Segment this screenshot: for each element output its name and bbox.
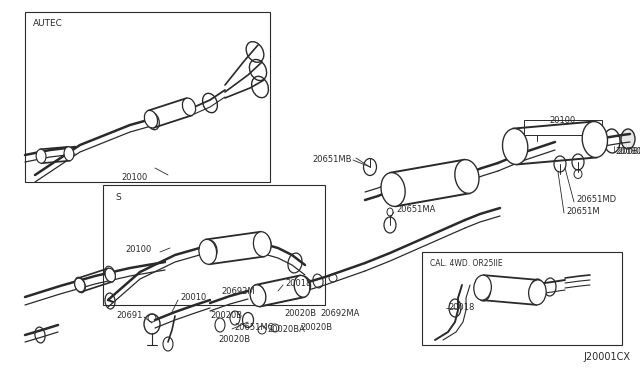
- Ellipse shape: [145, 110, 157, 128]
- Ellipse shape: [455, 160, 479, 193]
- Text: S: S: [115, 192, 121, 202]
- Ellipse shape: [502, 128, 528, 164]
- Ellipse shape: [529, 280, 546, 305]
- Text: 20100: 20100: [125, 246, 152, 254]
- Ellipse shape: [253, 232, 271, 257]
- Text: 20020BA: 20020BA: [267, 326, 305, 334]
- Text: 20692MA: 20692MA: [320, 310, 360, 318]
- Text: 20651MB: 20651MB: [312, 155, 352, 164]
- Text: 20020B: 20020B: [300, 323, 332, 331]
- Text: 20100: 20100: [122, 173, 148, 183]
- Text: 20020B: 20020B: [284, 308, 316, 317]
- Text: 20692M: 20692M: [221, 288, 255, 296]
- Text: CAL. 4WD. OR25IIE: CAL. 4WD. OR25IIE: [430, 260, 502, 269]
- Text: 20651MC: 20651MC: [234, 324, 273, 333]
- Ellipse shape: [250, 285, 266, 307]
- Ellipse shape: [381, 173, 405, 206]
- Text: 20651MD: 20651MD: [576, 196, 616, 205]
- Ellipse shape: [105, 268, 115, 282]
- Ellipse shape: [182, 98, 196, 116]
- Ellipse shape: [621, 129, 635, 149]
- Text: 20080M: 20080M: [617, 148, 640, 157]
- Ellipse shape: [75, 278, 85, 292]
- Text: 20100: 20100: [550, 116, 576, 125]
- Text: 20691: 20691: [116, 311, 143, 321]
- Ellipse shape: [294, 275, 310, 297]
- Ellipse shape: [36, 149, 46, 163]
- Text: 20651M: 20651M: [566, 208, 600, 217]
- Text: 20010: 20010: [180, 294, 206, 302]
- Text: 20018: 20018: [448, 304, 474, 312]
- Text: J20001CX: J20001CX: [583, 352, 630, 362]
- Ellipse shape: [199, 240, 216, 264]
- Text: AUTEC: AUTEC: [33, 19, 63, 29]
- Text: 20020B: 20020B: [210, 311, 242, 320]
- Ellipse shape: [474, 275, 492, 300]
- Ellipse shape: [64, 147, 74, 161]
- Text: 20080M: 20080M: [615, 148, 640, 157]
- Ellipse shape: [582, 122, 607, 157]
- Text: 20018: 20018: [285, 279, 312, 288]
- Text: 20651MA: 20651MA: [396, 205, 435, 215]
- Text: 20020B: 20020B: [218, 336, 250, 344]
